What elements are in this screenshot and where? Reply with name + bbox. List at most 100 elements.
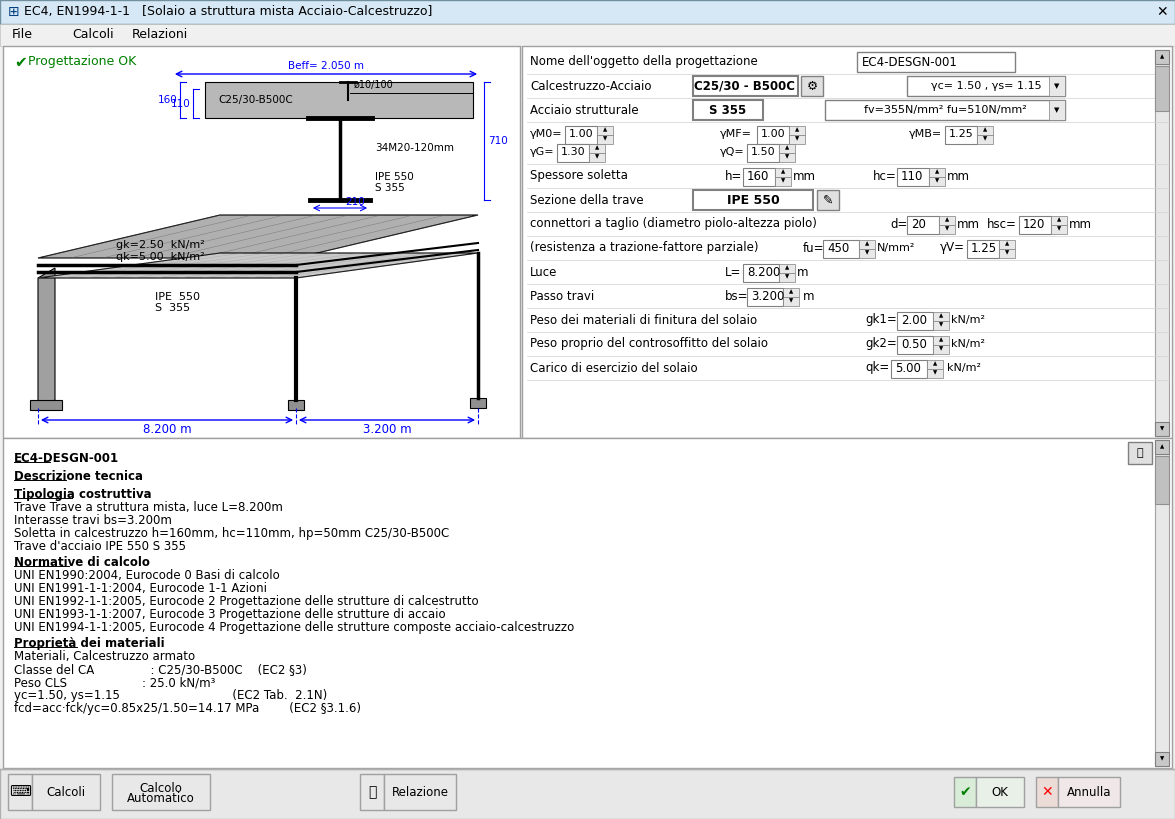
Text: ▲: ▲ <box>1056 218 1061 223</box>
Text: γQ=: γQ= <box>720 147 745 157</box>
Text: ▼: ▼ <box>603 137 607 142</box>
Text: 1.25: 1.25 <box>971 242 998 255</box>
Text: 📄: 📄 <box>368 785 376 799</box>
Text: γM0=: γM0= <box>530 129 563 139</box>
Text: Sezione della trave: Sezione della trave <box>530 193 644 206</box>
Text: h=: h= <box>725 170 743 183</box>
Text: ▼: ▼ <box>595 155 599 160</box>
Bar <box>999 249 1015 258</box>
Text: ▼: ▼ <box>939 346 944 351</box>
Bar <box>999 240 1015 249</box>
Text: ✎: ✎ <box>822 193 833 206</box>
Text: Calcestruzzo-Acciaio: Calcestruzzo-Acciaio <box>530 79 651 93</box>
Bar <box>825 100 1065 120</box>
Text: mm: mm <box>947 170 971 183</box>
Text: C25/30-B500C: C25/30-B500C <box>219 95 293 105</box>
Bar <box>1155 456 1169 504</box>
Bar <box>897 312 933 330</box>
Bar <box>801 76 822 96</box>
Text: EC4-DESGN-001: EC4-DESGN-001 <box>14 452 119 465</box>
Text: 160: 160 <box>747 170 770 183</box>
Bar <box>1155 50 1169 64</box>
Bar <box>1049 100 1065 120</box>
Text: ⌨: ⌨ <box>9 785 31 799</box>
Text: 1.00: 1.00 <box>569 129 593 139</box>
Text: ▲: ▲ <box>982 128 987 133</box>
Text: EC4, EN1994-1-1   [Solaio a struttura mista Acciaio-Calcestruzzo]: EC4, EN1994-1-1 [Solaio a struttura mist… <box>24 6 432 19</box>
Bar <box>891 360 927 378</box>
Text: ▲: ▲ <box>935 170 939 174</box>
Bar <box>597 126 613 135</box>
Bar <box>1155 440 1169 454</box>
Bar <box>857 52 1015 72</box>
Text: qk=: qk= <box>865 361 889 374</box>
Text: 0.50: 0.50 <box>901 337 927 351</box>
Text: ▲: ▲ <box>1160 445 1164 450</box>
Text: (resistenza a trazione-fattore parziale): (resistenza a trazione-fattore parziale) <box>530 242 759 255</box>
Text: γc= 1.50 , γs= 1.15: γc= 1.50 , γs= 1.15 <box>931 81 1041 91</box>
Text: ✕: ✕ <box>1156 5 1168 19</box>
Bar <box>779 264 795 273</box>
Text: Spessore soletta: Spessore soletta <box>530 170 627 183</box>
Text: 3.200: 3.200 <box>751 289 785 302</box>
Text: OK: OK <box>992 785 1008 799</box>
Text: γV=: γV= <box>940 242 965 255</box>
Bar <box>967 240 999 258</box>
Text: Peso proprio del controsoffitto del solaio: Peso proprio del controsoffitto del sola… <box>530 337 768 351</box>
Bar <box>779 144 795 153</box>
Text: hsc=: hsc= <box>987 218 1016 230</box>
Bar <box>817 190 839 210</box>
Bar <box>360 774 384 810</box>
Bar <box>0 24 1175 46</box>
Text: Peso dei materiali di finitura del solaio: Peso dei materiali di finitura del solai… <box>530 314 757 327</box>
Text: ▼: ▼ <box>865 251 870 256</box>
Text: ▲: ▲ <box>785 146 790 151</box>
Text: 1.25: 1.25 <box>949 129 974 139</box>
Text: 1.00: 1.00 <box>761 129 786 139</box>
Bar <box>779 273 795 282</box>
Bar <box>788 135 805 144</box>
Bar <box>1036 777 1058 807</box>
Text: S  355: S 355 <box>155 303 190 313</box>
Bar <box>783 288 799 297</box>
Bar <box>693 190 813 210</box>
Text: ▼: ▼ <box>1005 251 1009 256</box>
Bar <box>976 135 993 144</box>
Bar <box>954 777 976 807</box>
Bar <box>976 126 993 135</box>
Text: 8.200 m: 8.200 m <box>142 423 192 436</box>
Bar <box>929 177 945 186</box>
Text: γMB=: γMB= <box>909 129 942 139</box>
Text: d=: d= <box>889 218 907 230</box>
Text: Tipologia costruttiva: Tipologia costruttiva <box>14 488 152 501</box>
Bar <box>897 168 929 186</box>
Text: ▼: ▼ <box>982 137 987 142</box>
Text: L=: L= <box>725 265 741 278</box>
Text: Proprietà dei materiali: Proprietà dei materiali <box>14 637 164 650</box>
Bar <box>1155 66 1169 111</box>
Text: hc=: hc= <box>873 170 897 183</box>
Text: Calcoli: Calcoli <box>72 29 114 42</box>
Bar <box>939 225 955 234</box>
Bar <box>1128 442 1152 464</box>
Bar <box>1019 216 1050 234</box>
Text: ▼: ▼ <box>1054 107 1060 113</box>
Bar <box>204 82 474 118</box>
Bar <box>589 144 605 153</box>
Text: Passo travi: Passo travi <box>530 289 595 302</box>
Text: Normative di calcolo: Normative di calcolo <box>14 556 150 569</box>
Text: S 355: S 355 <box>375 183 404 193</box>
Text: 110: 110 <box>901 170 924 183</box>
Text: 8.200: 8.200 <box>747 265 780 278</box>
Text: 20: 20 <box>911 218 926 230</box>
Text: 1.50: 1.50 <box>751 147 776 157</box>
Bar <box>859 249 875 258</box>
Text: fv=355N/mm² fu=510N/mm²: fv=355N/mm² fu=510N/mm² <box>864 105 1027 115</box>
Bar <box>933 312 949 321</box>
Text: C25/30 - B500C: C25/30 - B500C <box>694 79 795 93</box>
Bar <box>1049 76 1065 96</box>
Text: Classe del CA               : C25/30-B500C    (EC2 §3): Classe del CA : C25/30-B500C (EC2 §3) <box>14 663 307 676</box>
Bar <box>597 135 613 144</box>
Bar <box>1050 216 1067 225</box>
Text: γMF=: γMF= <box>720 129 752 139</box>
